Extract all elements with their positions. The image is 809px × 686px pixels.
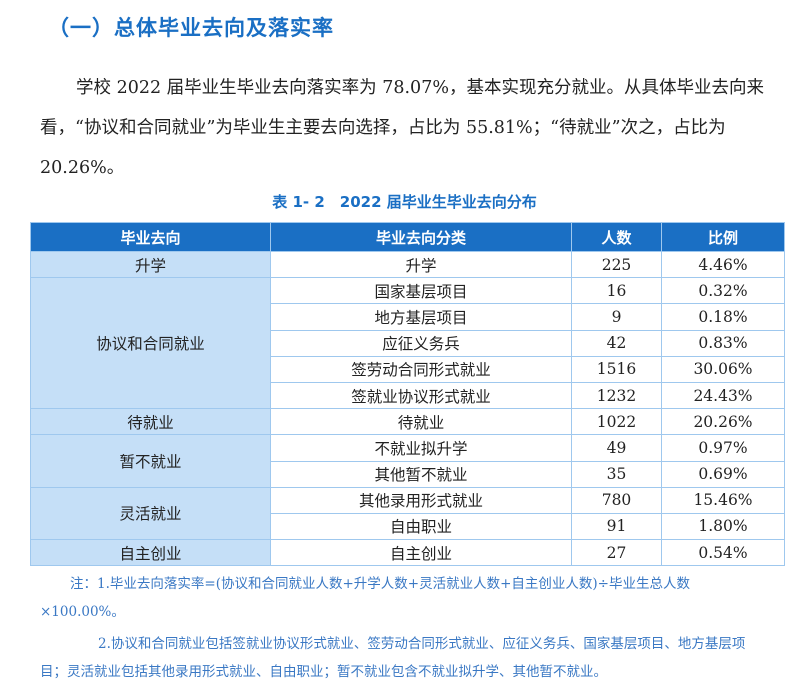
ratio-cell: 4.46% bbox=[661, 250, 785, 279]
header-ratio: 比例 bbox=[661, 222, 785, 252]
ratio-cell: 0.32% bbox=[661, 277, 785, 305]
ratio-cell: 15.46% bbox=[661, 486, 785, 514]
subcategory-cell: 不就业拟升学 bbox=[270, 434, 572, 462]
ratio-cell: 0.97% bbox=[661, 434, 785, 462]
count-cell: 16 bbox=[571, 277, 662, 305]
count-cell: 9 bbox=[571, 303, 662, 331]
subcategory-cell: 升学 bbox=[270, 250, 572, 279]
count-cell: 35 bbox=[571, 460, 662, 488]
subcategory-cell: 地方基层项目 bbox=[270, 303, 572, 331]
subcategory-cell: 其他录用形式就业 bbox=[270, 486, 572, 514]
header-destination: 毕业去向 bbox=[30, 222, 271, 252]
subcategory-cell: 应征义务兵 bbox=[270, 329, 572, 357]
count-cell: 49 bbox=[571, 434, 662, 462]
ratio-cell: 24.43% bbox=[661, 381, 785, 410]
table-row: 待就业 待就业 1022 20.26% bbox=[30, 408, 785, 436]
ratio-cell: 1.80% bbox=[661, 512, 785, 541]
table-row: 地方基层项目 9 0.18% bbox=[31, 303, 785, 331]
category-cell: 自主创业 bbox=[30, 539, 271, 567]
count-cell: 91 bbox=[571, 512, 662, 541]
header-category: 毕业去向分类 bbox=[270, 222, 572, 252]
table-row: 协议和合同就业 国家基层项目 16 0.32% bbox=[30, 277, 785, 410]
note-2: 2.协议和合同就业包括签就业协议形式就业、签劳动合同形式就业、应征义务兵、国家基… bbox=[40, 630, 770, 686]
table-row: 灵活就业 其他录用形式就业 780 15.46% bbox=[30, 486, 785, 541]
ratio-cell: 0.18% bbox=[661, 303, 785, 331]
table-header-row: 毕业去向 毕业去向分类 人数 比例 bbox=[30, 222, 785, 252]
table-row: 应征义务兵 42 0.83% bbox=[31, 329, 785, 357]
note-2-text: 2.协议和合同就业包括签就业协议形式就业、签劳动合同形式就业、应征义务兵、国家基… bbox=[40, 636, 746, 680]
table-row: 自主创业 自主创业 27 0.54% bbox=[30, 539, 785, 567]
subcategory-cell: 其他暂不就业 bbox=[270, 460, 572, 488]
category-cell: 协议和合同就业 bbox=[30, 277, 271, 410]
subcategory-cell: 签就业协议形式就业 bbox=[270, 381, 572, 410]
count-cell: 42 bbox=[571, 329, 662, 357]
category-cell: 升学 bbox=[30, 250, 271, 279]
count-cell: 1516 bbox=[571, 355, 662, 383]
category-cell: 暂不就业 bbox=[30, 434, 271, 488]
table-notes: 注：1.毕业去向落实率=(协议和合同就业人数+升学人数+灵活就业人数+自主创业人… bbox=[40, 570, 770, 686]
subcategory-cell: 待就业 bbox=[270, 408, 572, 436]
ratio-cell: 20.26% bbox=[661, 408, 785, 436]
subcategory-cell: 国家基层项目 bbox=[270, 277, 572, 305]
table-row: 暂不就业 不就业拟升学 49 0.97% bbox=[30, 434, 785, 488]
table-caption: 表 1- 2 2022 届毕业生毕业去向分布 bbox=[272, 193, 537, 211]
ratio-cell: 0.54% bbox=[661, 539, 785, 567]
summary-text: 学校 2022 届毕业生毕业去向落实率为 78.07%，基本实现充分就业。从具体… bbox=[40, 78, 764, 178]
note-1: 注：1.毕业去向落实率=(协议和合同就业人数+升学人数+灵活就业人数+自主创业人… bbox=[40, 570, 770, 626]
count-cell: 1022 bbox=[571, 408, 662, 436]
count-cell: 1232 bbox=[571, 381, 662, 410]
table-row: 升学 升学 225 4.46% bbox=[30, 250, 785, 279]
subcategory-cell: 自主创业 bbox=[270, 539, 572, 567]
count-cell: 225 bbox=[571, 250, 662, 279]
section-title: （一）总体毕业去向及落实率 bbox=[48, 16, 334, 40]
summary-paragraph: 学校 2022 届毕业生毕业去向落实率为 78.07%，基本实现充分就业。从具体… bbox=[40, 68, 770, 188]
graduation-destination-table: 毕业去向 毕业去向分类 人数 比例 升学 升学 225 4.46% 协议和合同就… bbox=[30, 222, 785, 567]
subcategory-cell: 自由职业 bbox=[270, 512, 572, 541]
subcategory-cell: 签劳动合同形式就业 bbox=[270, 355, 572, 383]
ratio-cell: 0.83% bbox=[661, 329, 785, 357]
table-row: 自由职业 91 1.80% bbox=[31, 512, 785, 541]
ratio-cell: 0.69% bbox=[661, 460, 785, 488]
ratio-cell: 30.06% bbox=[661, 355, 785, 383]
category-cell: 待就业 bbox=[30, 408, 271, 436]
header-count: 人数 bbox=[571, 222, 662, 252]
count-cell: 780 bbox=[571, 486, 662, 514]
count-cell: 27 bbox=[571, 539, 662, 567]
category-cell: 灵活就业 bbox=[30, 486, 271, 541]
note-1-text: 注：1.毕业去向落实率=(协议和合同就业人数+升学人数+灵活就业人数+自主创业人… bbox=[40, 576, 690, 620]
